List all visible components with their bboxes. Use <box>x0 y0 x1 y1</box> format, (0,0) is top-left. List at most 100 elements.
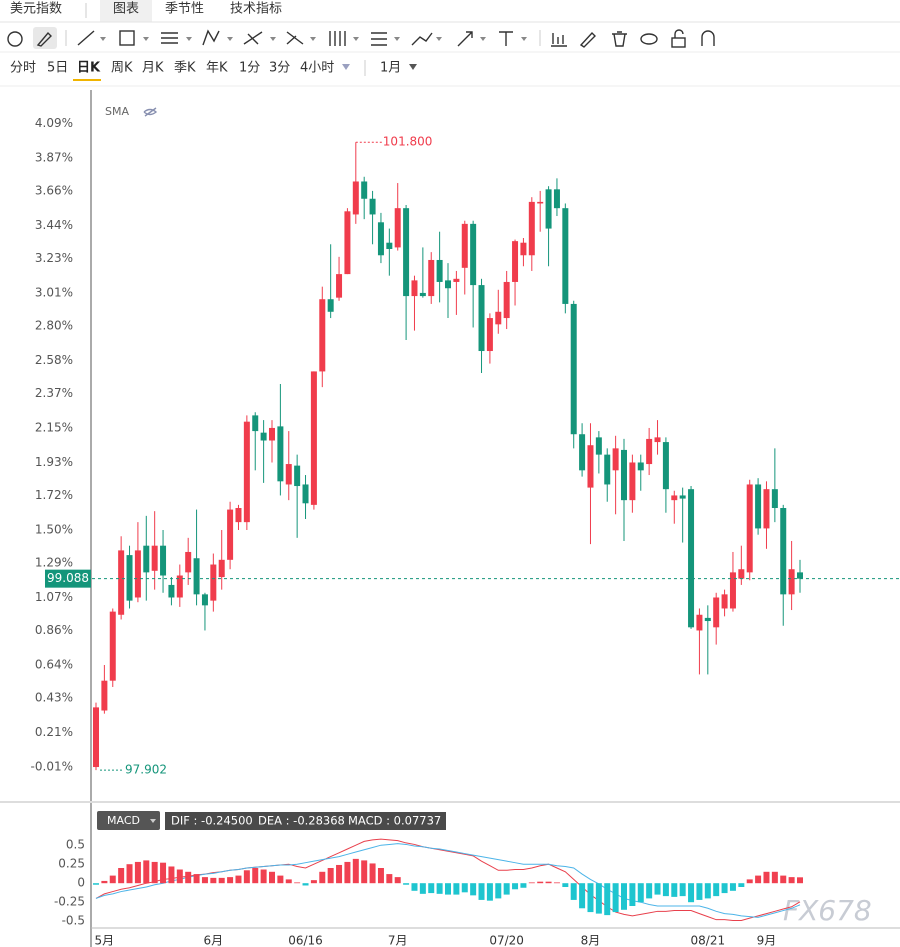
macd-bar <box>595 883 602 914</box>
y-tick-label: 0.64% <box>35 657 73 671</box>
tool-icon[interactable] <box>551 33 567 47</box>
candle-body <box>671 495 678 501</box>
candle-body <box>746 484 753 573</box>
y-tick-label: -0.5 <box>62 914 85 928</box>
macd-line <box>95 838 801 921</box>
macd-bar <box>369 863 376 884</box>
period-button[interactable]: 分时 <box>10 61 36 76</box>
macd-bar <box>185 871 192 884</box>
tool-icon[interactable] <box>77 30 95 46</box>
tool-icon[interactable] <box>371 32 387 46</box>
macd-bar <box>411 883 418 891</box>
candle-body <box>411 280 418 297</box>
macd-bar <box>646 883 653 899</box>
candle-body <box>612 448 619 471</box>
candle-body <box>545 189 552 229</box>
candle-body <box>344 211 351 275</box>
readout: MACD : 0.07737 <box>348 814 441 828</box>
macd-bar <box>143 860 150 884</box>
y-tick-label: 1.50% <box>35 522 73 536</box>
tab[interactable]: 季节性 <box>165 2 204 17</box>
macd-bar <box>654 883 661 895</box>
candle-body <box>478 285 485 352</box>
range-select[interactable]: 1月 <box>380 61 401 76</box>
last-price-label: 99.088 <box>47 571 89 585</box>
tool-icon[interactable] <box>286 31 304 45</box>
period-button[interactable]: 周K <box>111 61 133 76</box>
candle-body <box>528 201 535 256</box>
low-annotation: 97.902 <box>125 763 167 777</box>
toolbar <box>7 27 715 49</box>
period-button[interactable]: 日K <box>77 61 101 76</box>
y-tick-label: 4.09% <box>35 116 73 130</box>
tool-icon[interactable] <box>579 31 596 48</box>
period-button[interactable]: 3分 <box>269 61 290 76</box>
macd-bar <box>629 883 636 906</box>
candle-body <box>713 597 720 628</box>
period-button[interactable]: 月K <box>142 61 164 76</box>
macd-bar <box>361 860 368 884</box>
candle-body <box>101 680 108 711</box>
tool-icon[interactable] <box>674 29 684 38</box>
tool-icon[interactable] <box>161 32 178 44</box>
candle-body <box>160 545 167 576</box>
tool-icon[interactable] <box>7 31 23 47</box>
tool-icon[interactable] <box>202 29 220 46</box>
candle-body <box>553 189 560 209</box>
dropdown-arrow[interactable] <box>409 64 417 70</box>
indicator-button[interactable] <box>97 811 160 830</box>
tool-icon[interactable] <box>499 31 513 46</box>
macd-bar <box>621 883 627 910</box>
period-button[interactable]: 年K <box>206 61 228 76</box>
candle-body <box>352 181 359 215</box>
x-tick-label: 9月 <box>757 934 777 947</box>
macd-bar <box>193 874 200 884</box>
candle-body <box>621 449 627 501</box>
tool-icon[interactable] <box>411 32 433 46</box>
tool-icon[interactable] <box>701 30 715 46</box>
macd-bar <box>512 883 519 890</box>
tool-icon[interactable] <box>119 30 135 46</box>
macd-bar <box>503 883 510 895</box>
readout-box <box>165 812 446 830</box>
macd-bar <box>537 881 544 884</box>
candle-body <box>646 438 653 465</box>
period-bar: 分时 5日 日K 周K 月K 季K 年K 1分 3分 4小时 <box>10 61 334 81</box>
period-button[interactable]: 季K <box>174 61 196 76</box>
tool-icon[interactable] <box>243 31 263 45</box>
macd-bar <box>419 883 426 894</box>
candle-body <box>151 545 158 571</box>
y-tick-label: 0.43% <box>35 690 73 704</box>
macd-bar <box>528 882 535 884</box>
candle-body <box>143 545 150 573</box>
tool-icon[interactable] <box>612 31 627 47</box>
x-tick-label: 7月 <box>388 934 408 947</box>
candle-body <box>218 559 225 578</box>
tool-active[interactable] <box>33 27 57 49</box>
tab[interactable]: 技术指标 <box>230 2 282 17</box>
candle-body <box>738 569 745 579</box>
macd-bar <box>780 875 787 884</box>
active-tab[interactable] <box>100 0 152 22</box>
period-button[interactable]: 1分 <box>239 61 260 76</box>
tool-icon[interactable] <box>457 31 473 47</box>
tool-icon[interactable] <box>671 37 686 48</box>
visibility-icon[interactable] <box>143 107 158 117</box>
candle-body <box>512 241 519 282</box>
tool-icon[interactable] <box>36 31 52 47</box>
dropdown-arrow[interactable] <box>342 64 350 70</box>
tool-icon[interactable] <box>640 33 658 45</box>
macd-bar <box>285 879 292 884</box>
period-button[interactable]: 5日 <box>47 61 68 76</box>
candle-body <box>780 508 787 595</box>
macd-bar <box>478 883 485 900</box>
tool-icon[interactable] <box>329 31 346 46</box>
macd-bar <box>520 883 527 888</box>
period-button[interactable]: 4小时 <box>300 61 334 76</box>
candle-body <box>587 445 594 488</box>
y-tick-label: 0 <box>77 876 85 890</box>
tab[interactable]: 图表 <box>113 2 139 17</box>
indicator-name: MACD <box>107 814 140 827</box>
last-price-box <box>45 569 91 588</box>
